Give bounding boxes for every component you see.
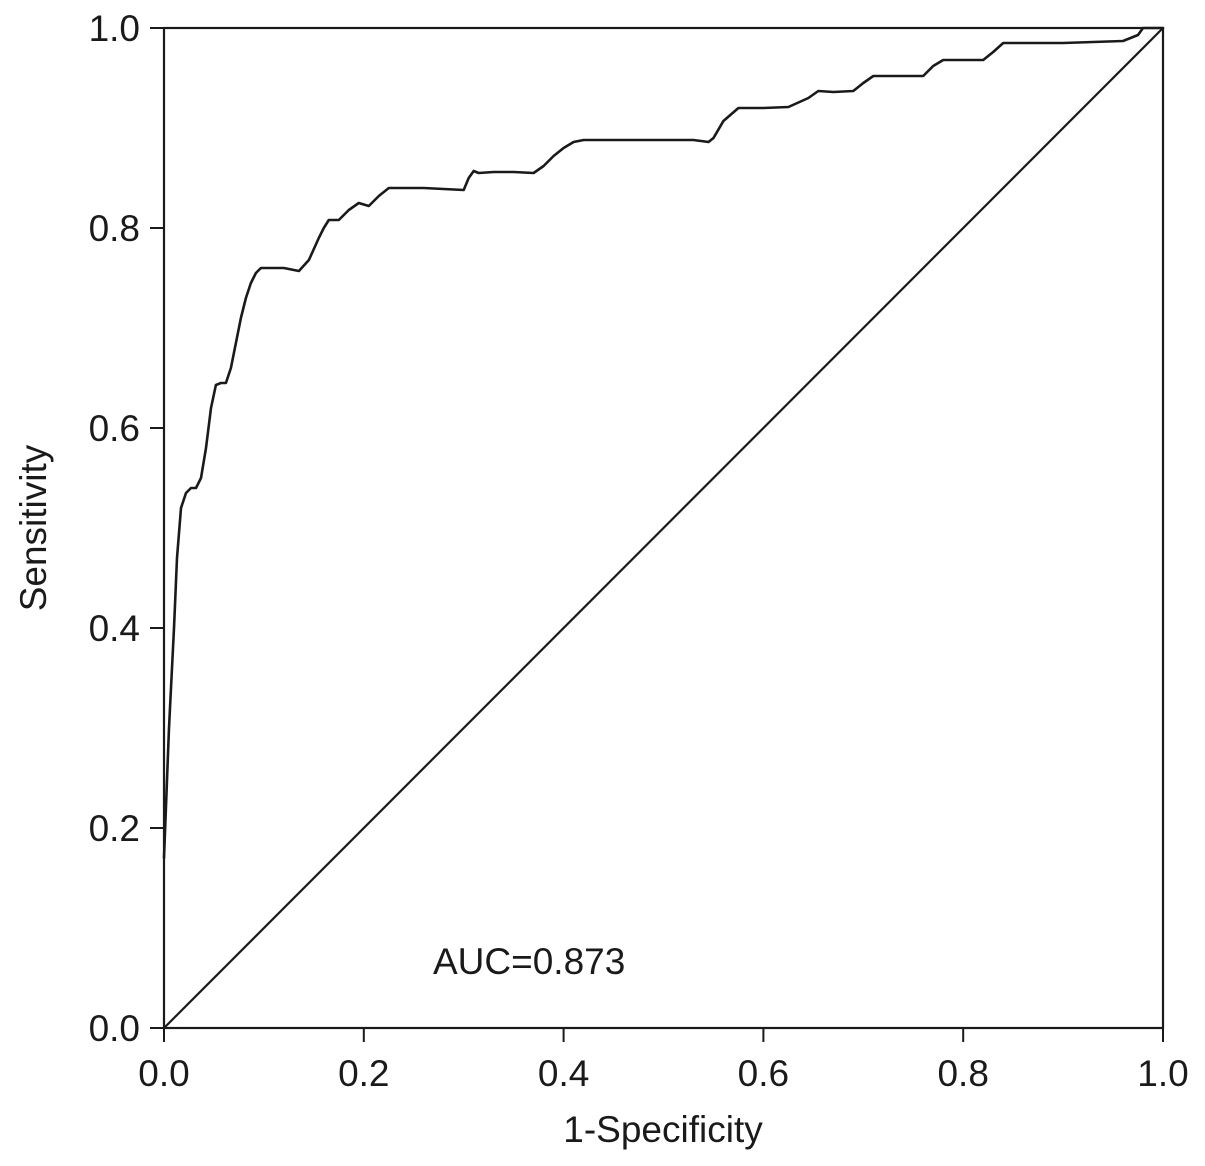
- x-tick-label: 0.2: [338, 1053, 389, 1094]
- y-tick-label: 0.8: [89, 208, 140, 249]
- y-tick-label: 1.0: [89, 8, 140, 49]
- y-axis-ticks: 0.0 0.2 0.4 0.6 0.8 1.0: [89, 8, 164, 1049]
- x-tick-label: 0.8: [937, 1053, 988, 1094]
- y-tick-label: 0.2: [89, 808, 140, 849]
- x-tick-label: 1.0: [1137, 1053, 1188, 1094]
- x-tick-label: 0.6: [738, 1053, 789, 1094]
- y-tick-label: 0.0: [89, 1008, 140, 1049]
- x-tick-label: 0.4: [538, 1053, 589, 1094]
- x-tick-label: 0.0: [138, 1053, 189, 1094]
- y-tick-label: 0.6: [89, 408, 140, 449]
- roc-curve-line: [162, 26, 1165, 860]
- y-tick-label: 0.4: [89, 608, 140, 649]
- x-axis-title: 1-Specificity: [563, 1109, 763, 1150]
- auc-annotation: AUC=0.873: [433, 941, 625, 982]
- reference-diagonal-line: [163, 27, 1164, 1029]
- y-axis-title: Sensitivity: [13, 444, 54, 611]
- x-axis-ticks: 0.0 0.2 0.4 0.6 0.8 1.0: [138, 1028, 1189, 1094]
- plot-frame: [162, 26, 1165, 1030]
